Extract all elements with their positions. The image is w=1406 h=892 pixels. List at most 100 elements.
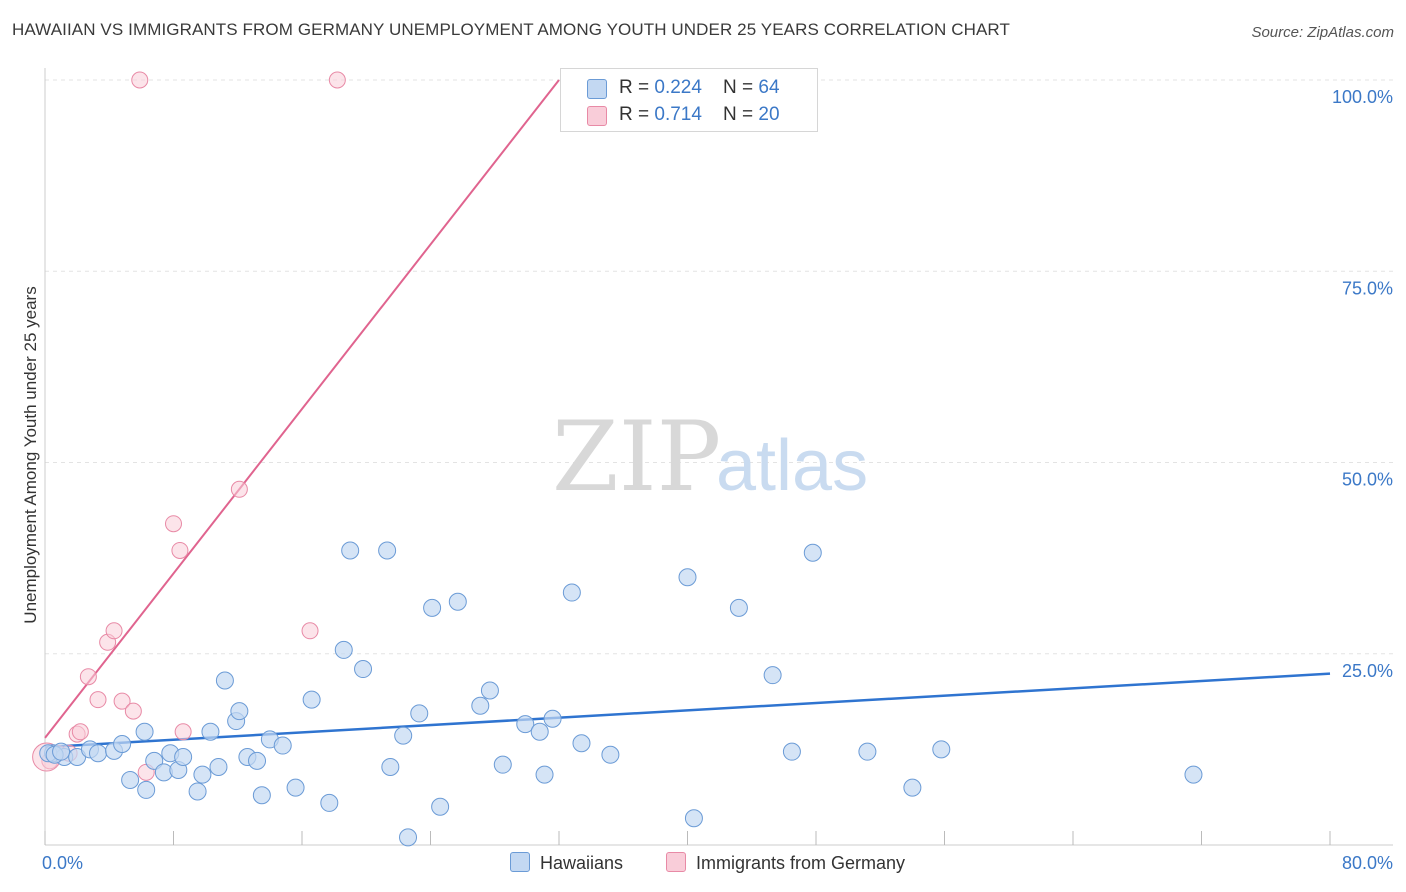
hawaiian-point [248, 751, 267, 770]
hawaiian-point [684, 809, 703, 828]
hawaiian-point [135, 722, 154, 741]
trend-lines [44, 79, 1331, 749]
hawaiian-point [1184, 765, 1203, 784]
hawaiian-point [431, 797, 450, 816]
hawaiian-point [858, 742, 877, 761]
hawaiian-point [399, 828, 418, 847]
hawaiian-point [763, 666, 782, 685]
hawaiian-point [782, 742, 801, 761]
chart-title: HAWAIIAN VS IMMIGRANTS FROM GERMANY UNEM… [12, 20, 1010, 39]
y-tick-label: 50.0% [1342, 470, 1393, 490]
source-credit: Source: ZipAtlas.com [1251, 24, 1394, 41]
watermark-zip: ZIP [552, 401, 721, 513]
x-tick-label: 80.0% [1342, 853, 1393, 873]
germany-point [230, 480, 248, 498]
hawaiian-point [903, 778, 922, 797]
bottom-legend-hawaiians: Hawaiians [510, 852, 623, 874]
hawaiian-point [562, 583, 581, 602]
hawaiian-point [448, 592, 467, 611]
hawaiian-point [932, 740, 951, 759]
hawaiian-point [193, 765, 212, 784]
hawaiian-point [535, 765, 554, 784]
germany-point [89, 691, 107, 709]
germany-point [328, 71, 346, 89]
germany-point [171, 541, 189, 559]
legend-n-label: N = [723, 104, 759, 125]
germany-points [32, 71, 346, 781]
x-tick-label: 0.0% [42, 853, 83, 873]
hawaiian-points [39, 541, 1203, 847]
axes [44, 68, 1393, 846]
hawaiians-legend-label: Hawaiians [540, 853, 624, 873]
hawaiian-point [729, 598, 748, 617]
grid-lines [45, 79, 1393, 655]
hawaiian-point [530, 722, 549, 741]
hawaiian-point [302, 690, 321, 709]
hawaiian-point [803, 543, 822, 562]
hawaiian-point [572, 734, 591, 753]
hawaiian-point [480, 681, 499, 700]
germany-legend-swatch [666, 852, 686, 872]
hawaiian-point [52, 742, 71, 761]
germany-point [124, 702, 142, 720]
germany-point [113, 692, 131, 710]
hawaiian-point [215, 671, 234, 690]
hawaiian-point [137, 780, 156, 799]
hawaiian-point [601, 745, 620, 764]
germany-legend-label: Immigrants from Germany [696, 853, 906, 873]
germany-point [165, 515, 182, 533]
hawaiian-point [174, 748, 193, 767]
legend-n-value: 20 [758, 104, 780, 125]
germany-point [131, 71, 149, 89]
germany-point [105, 622, 123, 640]
hawaiian-point [410, 704, 429, 723]
hawaiian-point [286, 778, 305, 797]
hawaiian-point [543, 709, 562, 728]
hawaiian-point [381, 757, 400, 776]
germany-point [71, 723, 89, 741]
hawaiian-point [252, 786, 271, 805]
hawaiian-point [493, 755, 512, 774]
hawaiian-point [121, 770, 140, 789]
hawaiian-point [378, 541, 397, 560]
legend-r-value: 0.714 [654, 104, 702, 125]
watermark-atlas: atlas [716, 426, 868, 506]
hawaiian-point [113, 735, 132, 754]
y-axis-label: Unemployment Among Youth under 25 years [21, 286, 40, 623]
hawaiian-point [273, 736, 292, 755]
legend-r-value: 0.224 [654, 77, 702, 98]
hawaiian-point [209, 757, 228, 776]
hawaiian-point [394, 726, 413, 745]
y-tick-labels: 25.0% 50.0% 75.0% 100.0% [1332, 87, 1393, 681]
legend-n-label: N = [723, 77, 759, 98]
germany-trend-line [44, 79, 560, 739]
hawaiians-swatch [587, 79, 607, 99]
germany-point [79, 668, 97, 686]
hawaiian-point [230, 702, 249, 721]
bottom-legend-germany: Immigrants from Germany [666, 852, 905, 874]
correlation-legend: R = 0.224 N = 64 R = 0.714 N = 20 [560, 68, 818, 132]
hawaiian-point [471, 696, 490, 715]
legend-r-label: R = [619, 77, 655, 98]
x-tick-labels: 0.0% 80.0% [42, 853, 1393, 873]
hawaiian-point [334, 640, 353, 659]
legend-n-value: 64 [758, 77, 780, 98]
y-tick-label: 100.0% [1332, 87, 1393, 107]
legend-r-label: R = [619, 104, 655, 125]
germany-swatch [587, 106, 607, 126]
y-tick-label: 25.0% [1342, 661, 1393, 681]
y-tick-label: 75.0% [1342, 278, 1393, 298]
hawaiian-point [320, 793, 339, 812]
hawaiian-point [188, 782, 207, 801]
hawaiian-point [678, 568, 697, 587]
germany-point [174, 723, 192, 741]
hawaiian-point [89, 744, 108, 763]
germany-point [301, 622, 319, 640]
hawaiians-legend-swatch [510, 852, 530, 872]
hawaiian-point [423, 598, 442, 617]
hawaiian-point [201, 722, 220, 741]
hawaiian-point [145, 751, 164, 770]
watermark: ZIP atlas [552, 401, 868, 513]
hawaiian-point [341, 541, 360, 560]
hawaiian-trend-line [44, 672, 1331, 749]
